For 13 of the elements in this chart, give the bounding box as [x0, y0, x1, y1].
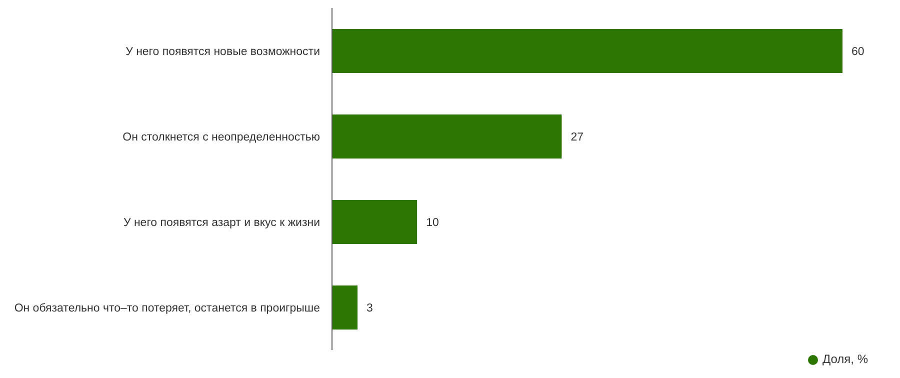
y-tick-label: Он столкнется с неопределенностью — [122, 131, 320, 144]
bar — [332, 29, 842, 73]
data-label: 60 — [851, 46, 864, 58]
bar — [332, 286, 358, 330]
y-tick-label: У него появятся новые возможности — [126, 46, 320, 58]
y-tick-label: У него появятся азарт и вкус к жизни — [123, 216, 320, 229]
legend-label: Доля, % — [822, 352, 868, 366]
data-label: 3 — [366, 302, 373, 315]
data-label: 10 — [426, 217, 439, 230]
bar — [332, 114, 562, 158]
data-label: 27 — [570, 132, 584, 144]
y-tick-label: Он обязательно что–то потеряет, останется в проигрыше — [14, 302, 320, 314]
bar — [332, 200, 418, 244]
